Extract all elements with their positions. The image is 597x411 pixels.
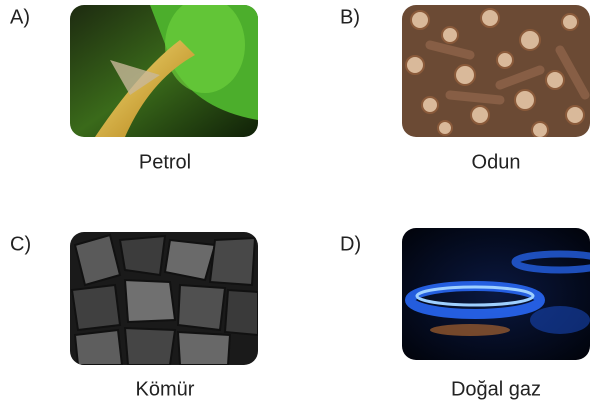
question-options: A) Petrol B) Odun C) xyxy=(0,0,597,411)
option-image xyxy=(402,5,590,138)
option-letter: D) xyxy=(340,233,361,255)
option-image xyxy=(402,228,597,360)
page: A) Petrol B) Odun C) xyxy=(0,0,597,411)
option-label: Odun xyxy=(472,151,521,173)
option-label: Petrol xyxy=(139,151,191,173)
option-letter: B) xyxy=(340,6,360,28)
option-label: Doğal gaz xyxy=(451,378,541,400)
option-letter: C) xyxy=(10,233,31,255)
option-image xyxy=(70,0,258,137)
option-label: Kömür xyxy=(136,378,195,400)
option-letter: A) xyxy=(10,6,30,28)
option-image xyxy=(70,232,258,365)
